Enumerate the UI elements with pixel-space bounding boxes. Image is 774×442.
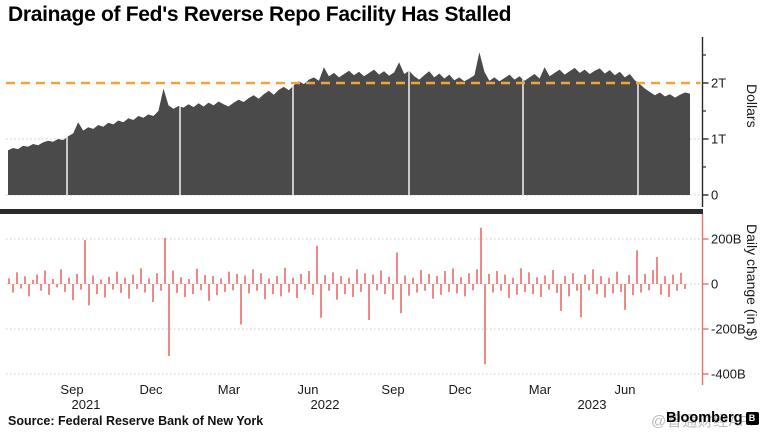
bottom-bar-series xyxy=(8,227,686,365)
svg-text:Jun: Jun xyxy=(615,382,636,397)
svg-text:0: 0 xyxy=(711,277,718,292)
bloomberg-logo-icon: B xyxy=(745,411,759,425)
svg-text:Dec: Dec xyxy=(139,382,163,397)
source-credit: Source: Federal Reserve Bank of New York xyxy=(8,414,264,428)
svg-text:2T: 2T xyxy=(711,76,726,91)
bloomberg-text: Bloomberg xyxy=(666,410,743,426)
svg-text:2021: 2021 xyxy=(72,397,101,412)
top-y-axis-label: Dollars xyxy=(744,84,760,128)
svg-text:1T: 1T xyxy=(711,132,726,147)
svg-text:Mar: Mar xyxy=(529,382,552,397)
bloomberg-wordmark: Bloomberg B xyxy=(666,410,759,426)
svg-text:Sep: Sep xyxy=(60,382,83,397)
svg-text:Mar: Mar xyxy=(218,382,241,397)
site-watermark: @智通财经APP xyxy=(651,413,761,430)
svg-text:-400B: -400B xyxy=(711,367,746,382)
panel-divider xyxy=(0,209,703,214)
bottom-y-axis-label: Daily change (in $) xyxy=(744,224,760,341)
svg-text:0: 0 xyxy=(711,188,718,203)
svg-text:-200B: -200B xyxy=(711,322,746,337)
svg-text:Jun: Jun xyxy=(298,382,319,397)
svg-text:2023: 2023 xyxy=(578,397,607,412)
svg-text:Dec: Dec xyxy=(448,382,472,397)
svg-text:Sep: Sep xyxy=(381,382,404,397)
chart-title: Drainage of Fed's Reverse Repo Facility … xyxy=(8,3,512,26)
svg-text:2022: 2022 xyxy=(311,397,340,412)
svg-text:200B: 200B xyxy=(711,232,741,247)
top-area-series xyxy=(8,52,690,196)
